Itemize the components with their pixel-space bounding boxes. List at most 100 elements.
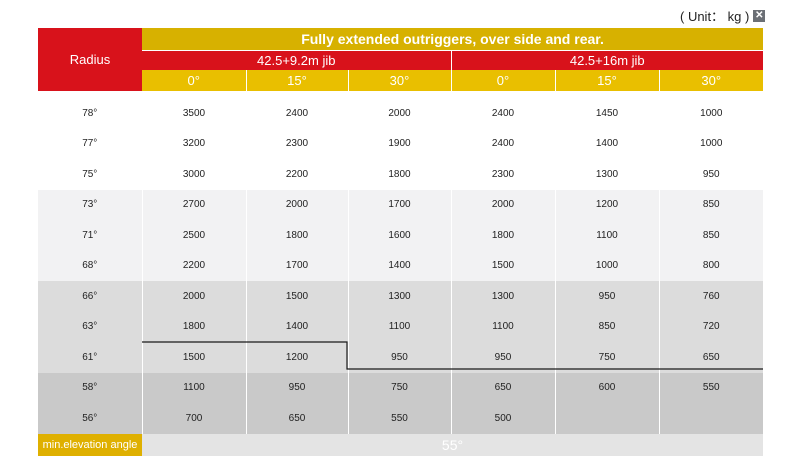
table-row: 78° 3500 2400 2000 2400 1450 1000 <box>38 98 764 129</box>
load-value-cell: 600 <box>554 372 659 403</box>
load-value-cell: 1700 <box>245 250 348 281</box>
radius-cell: 68° <box>38 250 142 281</box>
radius-cell: 63° <box>38 311 142 342</box>
load-value-cell: 1500 <box>450 250 555 281</box>
angle-header: 15° <box>245 70 348 91</box>
table-row: 63° 1800 1400 1100 1100 850 720 <box>38 311 764 342</box>
load-value-cell <box>658 403 764 434</box>
load-value-cell: 1400 <box>347 250 451 281</box>
load-value-cell: 950 <box>347 342 451 373</box>
load-value-cell: 2700 <box>141 189 246 220</box>
load-value-cell: 750 <box>554 342 659 373</box>
load-value-cell: 1200 <box>245 342 348 373</box>
load-value-cell: 1500 <box>245 281 348 312</box>
angle-header: 0° <box>142 70 246 91</box>
table-row: 75° 3000 2200 1800 2300 1300 950 <box>38 159 764 190</box>
load-chart-table: Radius Fully extended outriggers, over s… <box>38 28 764 456</box>
table-row: 66° 2000 1500 1300 1300 950 760 <box>38 281 764 312</box>
load-value-cell: 700 <box>141 403 246 434</box>
load-value-cell: 1800 <box>450 220 555 251</box>
table-row: 56° 700 650 550 500 <box>38 403 764 434</box>
min-elevation-label: min.elevation angle <box>38 433 142 456</box>
load-value-cell: 1300 <box>450 281 555 312</box>
radius-cell: 71° <box>38 220 142 251</box>
load-value-cell: 1300 <box>554 159 659 190</box>
radius-header: Radius <box>38 28 142 91</box>
load-value-cell: 2400 <box>450 128 555 159</box>
load-value-cell: 950 <box>450 342 555 373</box>
load-value-cell: 650 <box>658 342 764 373</box>
load-value-cell: 500 <box>450 403 555 434</box>
load-value-cell: 650 <box>245 403 348 434</box>
min-elevation-row: min.elevation angle 55° <box>38 433 764 456</box>
load-value-cell: 2000 <box>347 98 451 129</box>
load-value-cell: 1000 <box>658 128 764 159</box>
load-value-cell: 1000 <box>658 98 764 129</box>
load-value-cell: 2200 <box>245 159 348 190</box>
radius-cell: 77° <box>38 128 142 159</box>
load-value-cell: 760 <box>658 281 764 312</box>
table-row: 61° 1500 1200 950 950 750 650 <box>38 342 764 373</box>
load-value-cell: 3000 <box>141 159 246 190</box>
radius-cell: 61° <box>38 342 142 373</box>
load-value-cell: 1600 <box>347 220 451 251</box>
load-value-cell: 650 <box>450 372 555 403</box>
load-value-cell: 950 <box>554 281 659 312</box>
radius-cell: 66° <box>38 281 142 312</box>
load-value-cell: 2400 <box>245 98 348 129</box>
radius-cell: 75° <box>38 159 142 190</box>
load-value-cell: 1800 <box>347 159 451 190</box>
load-value-cell: 2400 <box>450 98 555 129</box>
load-value-cell: 1800 <box>245 220 348 251</box>
radius-cell: 73° <box>38 189 142 220</box>
table-row: 68° 2200 1700 1400 1500 1000 800 <box>38 250 764 281</box>
load-value-cell: 2000 <box>245 189 348 220</box>
table-row: 58° 1100 950 750 650 600 550 <box>38 372 764 403</box>
header-gap <box>38 91 764 98</box>
angle-header: 15° <box>554 70 659 91</box>
load-value-cell: 550 <box>347 403 451 434</box>
load-value-cell: 1100 <box>347 311 451 342</box>
load-value-cell: 2000 <box>450 189 555 220</box>
load-value-cell: 2200 <box>141 250 246 281</box>
load-value-cell: 1500 <box>141 342 246 373</box>
table-title: Fully extended outriggers, over side and… <box>142 28 764 51</box>
load-value-cell: 950 <box>245 372 348 403</box>
load-value-cell: 3200 <box>141 128 246 159</box>
load-value-cell: 1400 <box>554 128 659 159</box>
load-value-cell: 850 <box>658 189 764 220</box>
load-value-cell: 1900 <box>347 128 451 159</box>
image-placeholder-icon: ✕ <box>753 9 766 22</box>
radius-cell: 56° <box>38 403 142 434</box>
angle-header: 0° <box>450 70 555 91</box>
load-value-cell: 2300 <box>245 128 348 159</box>
load-value-cell: 1450 <box>554 98 659 129</box>
table-row: 73° 2700 2000 1700 2000 1200 850 <box>38 189 764 220</box>
load-value-cell: 1400 <box>245 311 348 342</box>
load-value-cell: 2500 <box>141 220 246 251</box>
load-value-cell: 1800 <box>141 311 246 342</box>
load-value-cell: 3500 <box>141 98 246 129</box>
radius-cell: 78° <box>38 98 142 129</box>
load-value-cell: 1100 <box>450 311 555 342</box>
unit-label: ( Unit： kg ) ✕ <box>680 6 766 25</box>
load-value-cell: 850 <box>658 220 764 251</box>
load-value-cell: 750 <box>347 372 451 403</box>
load-value-cell: 550 <box>658 372 764 403</box>
load-value-cell: 1100 <box>554 220 659 251</box>
jib-group-header: 42.5+16m jib <box>450 50 764 70</box>
load-value-cell: 2000 <box>141 281 246 312</box>
table-row: 71° 2500 1800 1600 1800 1100 850 <box>38 220 764 251</box>
load-value-cell: 800 <box>658 250 764 281</box>
angle-header: 30° <box>658 70 764 91</box>
unit-text: ( Unit： kg ) <box>680 9 750 24</box>
load-value-cell: 1200 <box>554 189 659 220</box>
load-value-cell: 1000 <box>554 250 659 281</box>
load-value-cell: 720 <box>658 311 764 342</box>
load-value-cell <box>554 403 659 434</box>
angle-header: 30° <box>347 70 451 91</box>
load-value-cell: 850 <box>554 311 659 342</box>
load-value-cell: 950 <box>658 159 764 190</box>
radius-cell: 58° <box>38 372 142 403</box>
load-value-cell: 1100 <box>141 372 246 403</box>
